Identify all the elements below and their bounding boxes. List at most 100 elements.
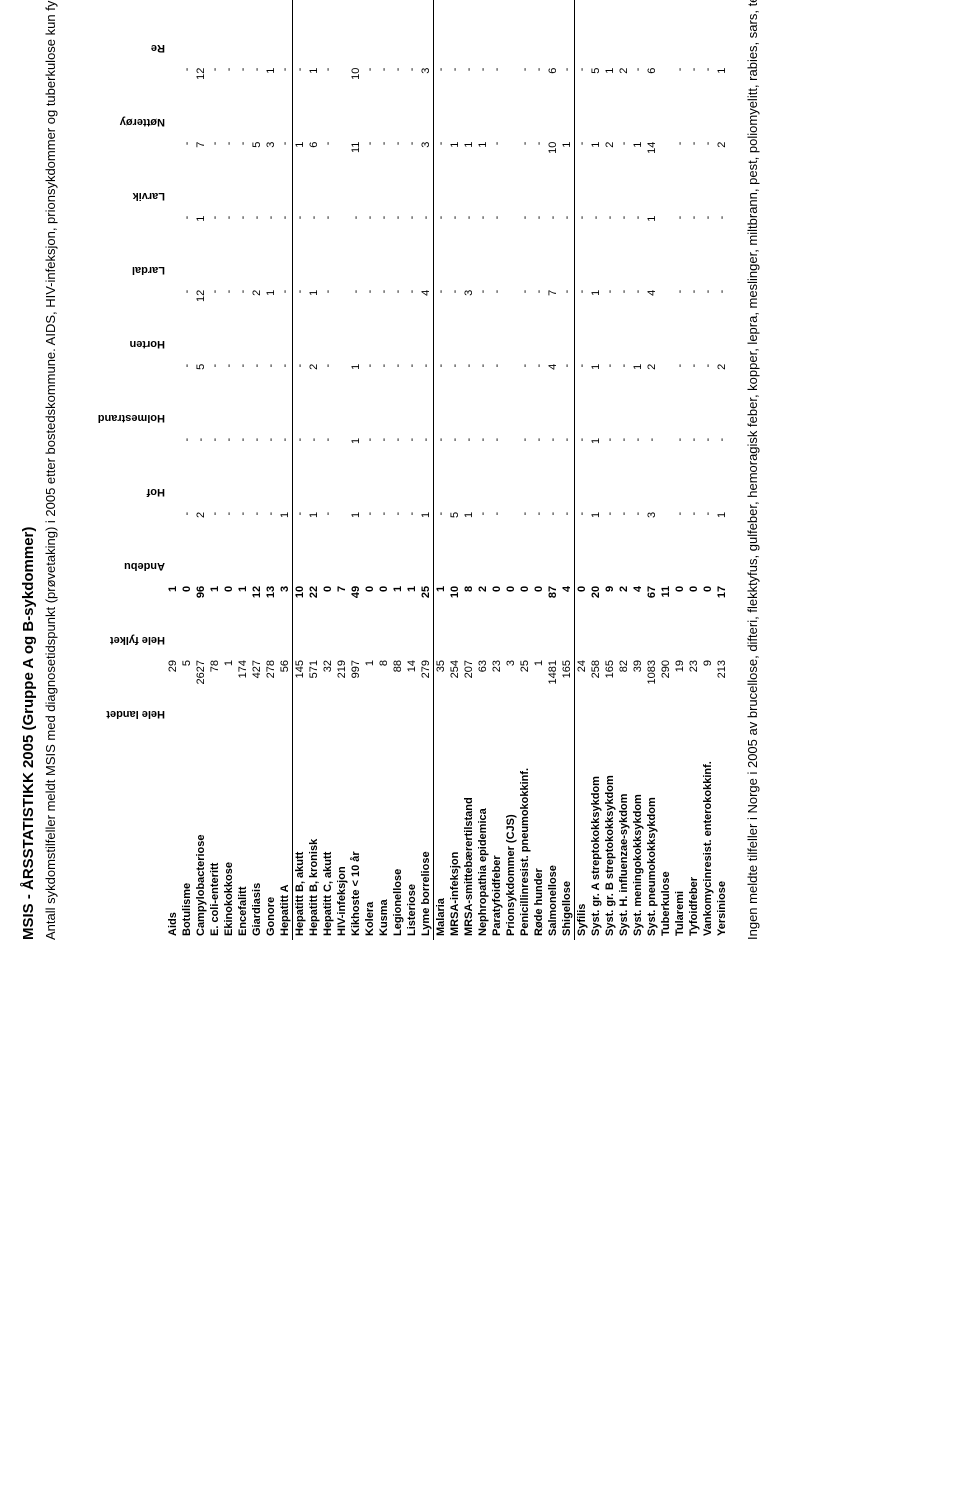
cell-value: - [180,360,194,434]
cell-value: 1 [363,656,377,730]
cell-value: - [405,138,419,212]
row-label: MRSA-infeksjon [448,730,462,940]
row-label: Syst. pneumokokksykdom [645,730,659,940]
cell-value: - [617,286,631,360]
row-label: Kolera [363,730,377,940]
cell-value [504,434,518,508]
cell-value: - [236,212,250,286]
cell-value [659,434,673,508]
table-row: Salmonellose148187--47-1061218535251 [546,0,560,940]
cell-value: - [532,212,546,286]
cell-value: - [208,64,222,138]
cell-value: 2 [194,508,208,582]
cell-value: 23 [687,656,701,730]
table-row: Shigellose1654-----1--11---1- [560,0,575,940]
table-row: MRSA-infeksjon254105----1---2---2- [448,0,462,940]
cell-value: - [222,64,236,138]
row-label: Syst. meningokokksykdom [631,730,645,940]
row-label: Encefalitt [236,730,250,940]
cell-value: - [180,212,194,286]
cell-value: 1 [307,64,321,138]
row-label: Hepatitt B, akutt [293,730,308,940]
cell-value: - [349,212,363,286]
cell-value: - [687,360,701,434]
cell-value: - [222,508,236,582]
cell-value: 63 [476,656,490,730]
cell-value: 12 [194,64,208,138]
cell-value: - [405,286,419,360]
cell-value: 145 [293,656,308,730]
cell-value: - [673,0,687,64]
cell-value: - [715,212,729,286]
cell-value: - [518,138,532,212]
row-label: Botulisme [180,730,194,940]
cell-value: - [645,434,659,508]
cell-value: - [321,138,335,212]
table-header-row: Hele landetHele fylketAndebuHofHolmestra… [76,0,166,940]
cell-value [335,138,349,212]
cell-value: - [391,360,405,434]
cell-value: - [264,360,278,434]
column-header: Hof [76,434,166,508]
cell-value: - [476,508,490,582]
cell-value: 997 [349,656,363,730]
cell-value: 3 [419,64,434,138]
cell-value: - [575,212,590,286]
cell-value: - [518,286,532,360]
cell-value: - [701,360,715,434]
table-row: Lyme borreliose279251--4-333-41-24- [419,0,434,940]
cell-value: - [490,0,504,64]
table-row: Hepatitt B, kronisk571221-21-61-25---4- [307,0,321,940]
cell-value: 1 [589,0,603,64]
cell-value: - [363,360,377,434]
cell-value: - [490,138,504,212]
cell-value: 6 [307,138,321,212]
table-row: Hepatitt C, akutt320--------------- [321,0,335,940]
table-row: HIV-infeksjon2197 [335,0,349,940]
cell-value: - [391,64,405,138]
cell-value: 35 [434,656,449,730]
cell-value: - [532,138,546,212]
cell-value: 1 [589,434,603,508]
footnote-text: Ingen meldte tilfeller i Norge i 2005 av… [745,0,760,940]
cell-value: - [222,138,236,212]
cell-value: - [532,508,546,582]
cell-value: - [278,434,293,508]
cell-value: - [518,508,532,582]
cell-value: 3 [278,582,293,656]
cell-value: - [462,0,476,64]
cell-value: - [701,64,715,138]
cell-value: 0 [222,582,236,656]
cell-value: - [434,360,449,434]
cell-value: 10 [293,582,308,656]
row-label: Gonore [264,730,278,940]
row-label: Syst. gr. A streptokokksykdom [589,730,603,940]
cell-value: 571 [307,656,321,730]
cell-value: - [518,212,532,286]
corner-cell [76,730,166,940]
row-label: MRSA-smittebærertilstand [462,730,476,940]
cell-value: - [603,434,617,508]
cell-value: 2 [194,0,208,64]
cell-value: 0 [377,582,391,656]
cell-value: - [617,138,631,212]
cell-value [166,508,180,582]
cell-value: 1 [208,582,222,656]
cell-value: 2 [603,138,617,212]
table-row: Syst. gr. B streptokokksykdom1659-----21… [603,0,617,940]
cell-value: - [687,0,701,64]
cell-value: 1 [715,64,729,138]
cell-value: 88 [391,656,405,730]
cell-value: - [673,212,687,286]
row-label: Paratyfoidfeber [490,730,504,940]
cell-value: - [532,286,546,360]
cell-value: 2 [645,360,659,434]
cell-value: 0 [673,582,687,656]
row-label: Syfilis [575,730,590,940]
cell-value: 13 [264,582,278,656]
cell-value: 8 [377,656,391,730]
row-label: Malaria [434,730,449,940]
cell-value: 87 [546,582,560,656]
cell-value: - [180,0,194,64]
cell-value: - [560,508,575,582]
